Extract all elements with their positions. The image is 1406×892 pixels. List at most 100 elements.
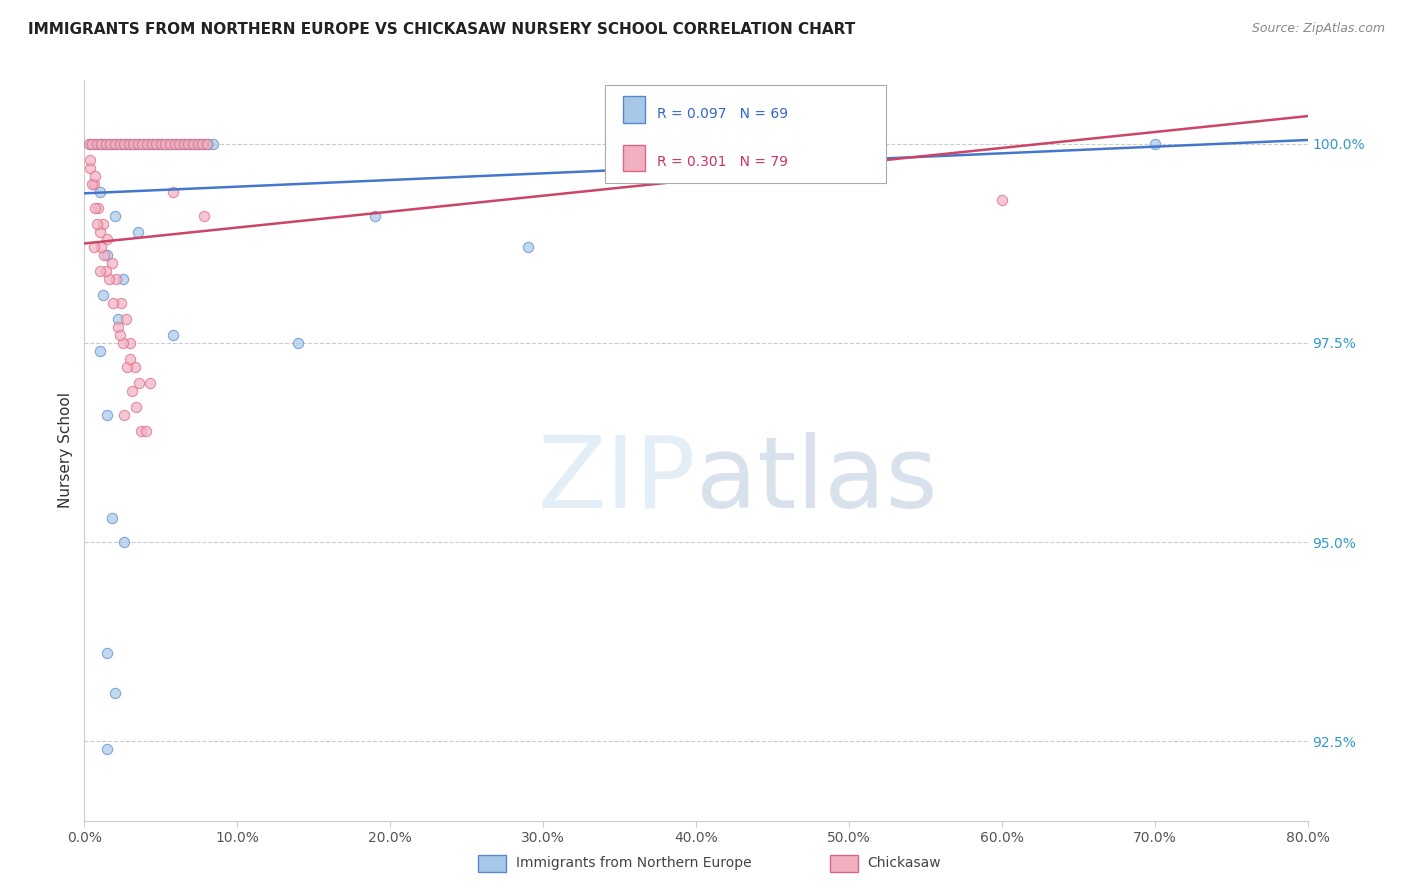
Text: R = 0.301   N = 79: R = 0.301 N = 79 (657, 155, 787, 169)
Point (516, 240, 538, 254)
Point (159, 136, 181, 151)
Point (90, 240, 112, 254)
Point (124, 136, 146, 151)
Point (107, 320, 129, 334)
Point (125, 400, 148, 414)
Point (118, 136, 141, 151)
Point (97, 272, 120, 286)
Point (165, 136, 187, 151)
Point (94, 264, 117, 278)
Point (110, 296, 132, 310)
Point (86, 136, 108, 151)
Point (124, 359, 146, 374)
Point (79, 153, 101, 167)
Point (120, 336, 142, 351)
Point (991, 193, 1014, 207)
Point (107, 312, 129, 326)
Point (91, 217, 114, 231)
Point (96, 232, 118, 246)
Point (110, 136, 132, 151)
Point (103, 136, 125, 151)
Point (195, 136, 218, 151)
Point (96, 647, 118, 661)
Text: ZIP: ZIP (537, 432, 696, 529)
Point (167, 136, 190, 151)
Point (120, 136, 142, 151)
Text: R = 0.097   N = 69: R = 0.097 N = 69 (657, 107, 787, 120)
Point (122, 136, 145, 151)
Point (94, 136, 117, 151)
Point (287, 336, 309, 351)
Text: IMMIGRANTS FROM NORTHERN EUROPE VS CHICKASAW NURSERY SCHOOL CORRELATION CHART: IMMIGRANTS FROM NORTHERN EUROPE VS CHICK… (28, 22, 855, 37)
Point (77, 136, 100, 151)
Point (141, 136, 163, 151)
Point (112, 535, 135, 549)
Point (89, 225, 111, 239)
Point (136, 136, 159, 151)
Point (112, 408, 135, 422)
Point (135, 424, 157, 438)
Point (155, 136, 177, 151)
Point (127, 136, 149, 151)
Point (93, 248, 115, 262)
Point (138, 136, 160, 151)
Point (127, 225, 149, 239)
Point (96, 248, 118, 262)
Point (174, 136, 197, 151)
Point (132, 136, 155, 151)
Point (108, 328, 131, 343)
Point (91, 288, 114, 302)
Point (89, 264, 111, 278)
Point (108, 136, 131, 151)
Point (79, 161, 101, 175)
Point (197, 136, 219, 151)
Point (101, 256, 124, 270)
Point (96, 408, 118, 422)
Point (84, 169, 107, 183)
Point (162, 185, 184, 199)
Point (128, 376, 150, 390)
Point (115, 359, 138, 374)
Point (191, 136, 214, 151)
Text: Chickasaw: Chickasaw (868, 856, 941, 871)
Point (104, 209, 127, 223)
Point (89, 343, 111, 358)
Point (93, 136, 115, 151)
Y-axis label: Nursery School: Nursery School (58, 392, 73, 508)
Point (193, 209, 215, 223)
Point (163, 136, 186, 151)
Point (183, 136, 205, 151)
Point (105, 136, 128, 151)
Point (121, 384, 143, 398)
Point (114, 136, 136, 151)
Point (105, 272, 128, 286)
Point (120, 351, 142, 366)
Point (83, 240, 105, 254)
Point (156, 136, 179, 151)
Point (201, 136, 224, 151)
Point (177, 136, 200, 151)
Point (364, 209, 387, 223)
Point (84, 201, 107, 215)
Point (96, 742, 118, 756)
Point (86, 217, 108, 231)
Point (104, 686, 127, 700)
Point (103, 296, 125, 310)
Text: Source: ZipAtlas.com: Source: ZipAtlas.com (1251, 22, 1385, 36)
Text: Immigrants from Northern Europe: Immigrants from Northern Europe (516, 856, 752, 871)
Point (114, 312, 136, 326)
Point (97, 136, 120, 151)
Point (173, 136, 195, 151)
Text: atlas: atlas (696, 432, 938, 529)
Point (83, 177, 105, 191)
Point (162, 328, 184, 343)
Point (186, 136, 208, 151)
Point (112, 136, 135, 151)
Point (129, 424, 152, 438)
Point (146, 136, 169, 151)
Point (98, 136, 121, 151)
Point (89, 136, 111, 151)
Point (128, 136, 150, 151)
Point (181, 136, 204, 151)
Point (111, 272, 134, 286)
